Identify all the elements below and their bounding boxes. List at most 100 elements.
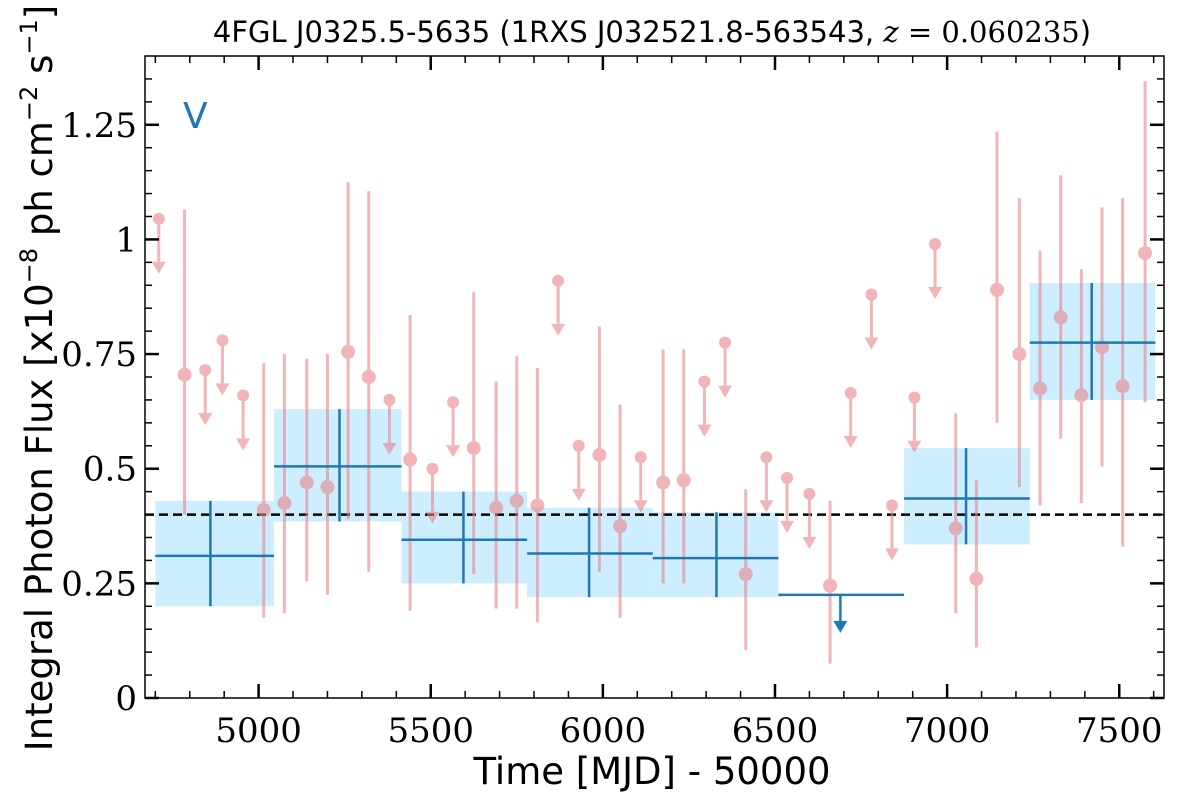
y-tick-label-4: 1: [115, 220, 137, 260]
fine-ul-marker-13: [426, 462, 439, 475]
fine-point-3: [215, 334, 230, 396]
fine-point-18: [530, 367, 545, 623]
fine-ul-arrow-27: [718, 385, 733, 398]
fine-ul-arrow-2: [198, 413, 213, 426]
x-tick-label-4: 7000: [904, 711, 991, 751]
fine-ul-arrow-29: [759, 500, 774, 513]
fine-marker-1: [177, 367, 192, 382]
fine-ul-marker-14: [447, 396, 460, 409]
fine-point-36: [907, 391, 922, 453]
y-tick-label-2: 0.5: [83, 450, 137, 490]
fine-marker-17: [509, 493, 524, 508]
fine-point-4: [236, 389, 251, 451]
fine-ul-arrow-23: [633, 500, 648, 513]
fine-point-23: [633, 451, 648, 513]
fine-ul-marker-37: [929, 238, 942, 251]
fine-point-8: [320, 354, 335, 595]
fine-point-12: [403, 315, 418, 611]
fine-marker-22: [613, 519, 628, 534]
fine-series: [151, 81, 1153, 664]
fine-point-13: [425, 462, 440, 524]
fine-point-17: [509, 356, 524, 609]
fine-ul-marker-31: [803, 487, 816, 500]
fine-ul-arrow-33: [843, 436, 858, 449]
fine-point-19: [551, 274, 566, 336]
coarse-band-0: [155, 500, 275, 607]
fine-marker-10: [361, 370, 376, 384]
fine-point-21: [592, 326, 607, 572]
fine-marker-44: [1074, 388, 1089, 403]
band-label: V: [183, 96, 208, 137]
fine-ul-marker-20: [572, 439, 585, 452]
fine-marker-9: [341, 344, 356, 359]
fine-point-43: [1053, 175, 1068, 439]
fine-ul-arrow-30: [780, 520, 795, 533]
x-tick-label-5: 7500: [1076, 711, 1163, 751]
fine-point-14: [446, 396, 461, 458]
fine-ul-arrow-3: [215, 383, 230, 396]
y-tick-label-0: 0: [115, 679, 137, 719]
fine-point-42: [1033, 250, 1048, 506]
fine-ul-marker-33: [844, 387, 857, 400]
fine-ul-marker-3: [216, 334, 229, 347]
fine-ul-marker-4: [237, 389, 250, 402]
fine-point-5: [256, 363, 271, 618]
fine-ul-arrow-31: [802, 536, 817, 549]
fine-point-31: [802, 487, 817, 549]
fine-marker-42: [1033, 381, 1048, 396]
fine-point-27: [718, 336, 733, 398]
fine-point-32: [823, 500, 838, 664]
fine-point-47: [1138, 81, 1153, 403]
fine-ul-arrow-4: [236, 438, 251, 451]
x-tick-label-0: 5000: [215, 711, 302, 751]
fine-ul-arrow-37: [928, 287, 943, 300]
fine-point-1: [177, 209, 192, 515]
fine-marker-7: [299, 475, 314, 490]
chart-title: 4FGL J0325.5-5635 (1RXS J032521.8-563543…: [213, 15, 1091, 49]
fine-point-2: [198, 364, 213, 426]
fine-point-7: [299, 358, 314, 582]
x-tick-label-3: 6500: [732, 711, 819, 751]
fine-ul-marker-11: [383, 393, 396, 406]
fine-marker-40: [990, 282, 1005, 297]
fine-point-39: [969, 480, 984, 648]
fine-point-34: [864, 288, 879, 350]
y-axis-label: Integral Photon Flux [x10−8 ph cm−2 s−1]: [15, 5, 61, 751]
fine-marker-16: [489, 500, 504, 515]
fine-ul-marker-29: [760, 451, 773, 464]
fine-point-30: [780, 471, 795, 533]
fine-ul-marker-35: [886, 499, 899, 512]
fine-point-22: [613, 404, 628, 618]
fine-marker-47: [1138, 246, 1153, 261]
fine-ul-marker-2: [199, 364, 212, 377]
fine-point-33: [843, 387, 858, 449]
fine-point-10: [361, 191, 376, 572]
fine-marker-38: [948, 521, 963, 536]
fine-point-41: [1012, 198, 1027, 488]
fine-ul-arrow-36: [907, 440, 922, 453]
fine-marker-24: [656, 475, 671, 490]
fine-point-11: [382, 393, 397, 455]
fine-ul-marker-19: [552, 274, 565, 287]
fine-point-35: [885, 499, 900, 561]
fine-ul-arrow-34: [864, 337, 879, 350]
fine-point-25: [676, 349, 691, 584]
fine-point-0: [151, 212, 166, 274]
fine-marker-41: [1012, 347, 1027, 362]
fine-ul-arrow-13: [425, 511, 440, 524]
fine-marker-46: [1115, 379, 1130, 394]
fine-marker-21: [592, 447, 607, 462]
fine-marker-43: [1053, 310, 1068, 325]
fine-ul-arrow-14: [446, 445, 461, 458]
fine-marker-6: [277, 496, 292, 511]
fine-marker-12: [403, 452, 418, 467]
fine-ul-marker-36: [908, 391, 921, 404]
fine-ul-arrow-20: [571, 488, 586, 501]
fine-ul-marker-34: [865, 288, 878, 301]
y-tick-label-1: 0.25: [61, 564, 137, 604]
fine-marker-28: [738, 567, 753, 582]
fine-point-46: [1115, 198, 1130, 547]
fine-ul-arrow-35: [885, 548, 900, 561]
fine-point-44: [1074, 269, 1089, 504]
